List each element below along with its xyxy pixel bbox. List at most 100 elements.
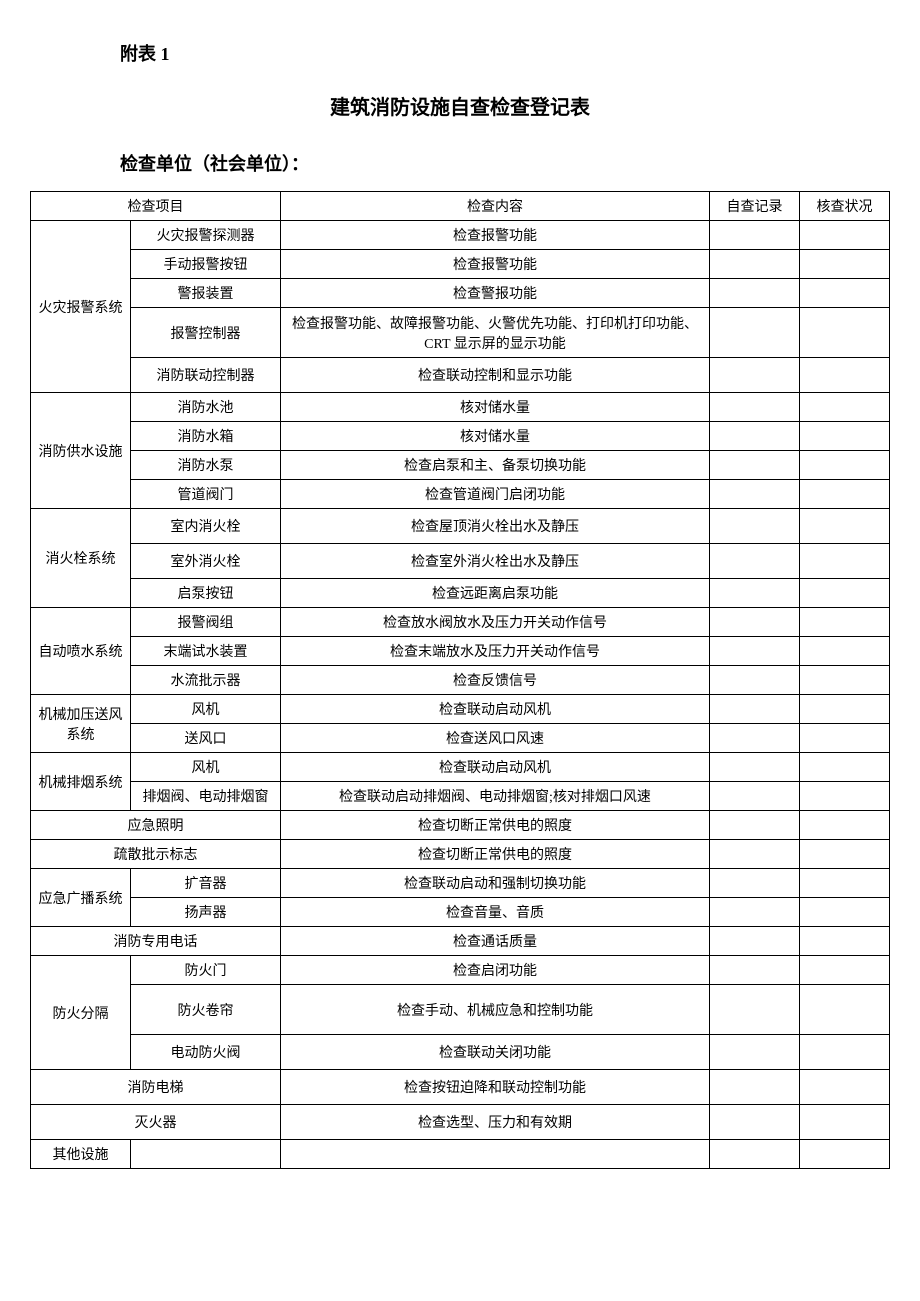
table-row: 室外消火栓检查室外消火栓出水及静压 <box>31 544 890 579</box>
status-cell <box>800 753 890 782</box>
content-cell <box>281 1140 710 1169</box>
record-cell <box>710 358 800 393</box>
status-cell <box>800 840 890 869</box>
table-row: 警报装置检查警报功能 <box>31 279 890 308</box>
table-row: 其他设施 <box>31 1140 890 1169</box>
item-cell: 消防水池 <box>131 393 281 422</box>
table-row: 扬声器检查音量、音质 <box>31 898 890 927</box>
record-cell <box>710 695 800 724</box>
status-cell <box>800 480 890 509</box>
record-cell <box>710 869 800 898</box>
table-row: 消防供水设施消防水池核对储水量 <box>31 393 890 422</box>
table-row: 机械加压送风系统风机检查联动启动风机 <box>31 695 890 724</box>
category-merged: 灭火器 <box>31 1105 281 1140</box>
status-cell <box>800 358 890 393</box>
table-row: 消防联动控制器检查联动控制和显示功能 <box>31 358 890 393</box>
category-cell: 消防供水设施 <box>31 393 131 509</box>
content-cell: 检查放水阀放水及压力开关动作信号 <box>281 608 710 637</box>
content-cell: 检查屋顶消火栓出水及静压 <box>281 509 710 544</box>
status-cell <box>800 221 890 250</box>
record-cell <box>710 608 800 637</box>
item-cell: 火灾报警探测器 <box>131 221 281 250</box>
table-row: 机械排烟系统风机检查联动启动风机 <box>31 753 890 782</box>
content-cell: 检查启泵和主、备泵切换功能 <box>281 451 710 480</box>
status-cell <box>800 869 890 898</box>
item-cell: 防火卷帘 <box>131 985 281 1035</box>
content-cell: 检查切断正常供电的照度 <box>281 811 710 840</box>
record-cell <box>710 956 800 985</box>
status-cell <box>800 1035 890 1070</box>
header-project: 检查项目 <box>31 192 281 221</box>
status-cell <box>800 1070 890 1105</box>
item-cell: 风机 <box>131 753 281 782</box>
record-cell <box>710 753 800 782</box>
content-cell: 检查切断正常供电的照度 <box>281 840 710 869</box>
table-row: 消防水泵检查启泵和主、备泵切换功能 <box>31 451 890 480</box>
status-cell <box>800 811 890 840</box>
content-cell: 检查通话质量 <box>281 927 710 956</box>
status-cell <box>800 637 890 666</box>
record-cell <box>710 221 800 250</box>
category-merged: 消防专用电话 <box>31 927 281 956</box>
item-cell: 消防联动控制器 <box>131 358 281 393</box>
status-cell <box>800 956 890 985</box>
record-cell <box>710 782 800 811</box>
table-row: 报警控制器检查报警功能、故障报警功能、火警优先功能、打印机打印功能、CRT 显示… <box>31 308 890 358</box>
item-cell: 室外消火栓 <box>131 544 281 579</box>
content-cell: 检查报警功能 <box>281 221 710 250</box>
table-row: 消防专用电话检查通话质量 <box>31 927 890 956</box>
record-cell <box>710 544 800 579</box>
item-cell: 启泵按钮 <box>131 579 281 608</box>
status-cell <box>800 279 890 308</box>
content-cell: 检查末端放水及压力开关动作信号 <box>281 637 710 666</box>
table-row: 灭火器检查选型、压力和有效期 <box>31 1105 890 1140</box>
table-row: 消火栓系统室内消火栓检查屋顶消火栓出水及静压 <box>31 509 890 544</box>
unit-label: 检查单位（社会单位）： <box>120 150 890 176</box>
table-row: 消防电梯检查按钮迫降和联动控制功能 <box>31 1070 890 1105</box>
status-cell <box>800 308 890 358</box>
content-cell: 检查反馈信号 <box>281 666 710 695</box>
content-cell: 核对储水量 <box>281 393 710 422</box>
content-cell: 检查报警功能 <box>281 250 710 279</box>
record-cell <box>710 840 800 869</box>
category-merged: 应急照明 <box>31 811 281 840</box>
record-cell <box>710 1140 800 1169</box>
table-row: 疏散批示标志检查切断正常供电的照度 <box>31 840 890 869</box>
status-cell <box>800 985 890 1035</box>
record-cell <box>710 666 800 695</box>
item-cell: 扩音器 <box>131 869 281 898</box>
record-cell <box>710 927 800 956</box>
record-cell <box>710 509 800 544</box>
header-record: 自查记录 <box>710 192 800 221</box>
content-cell: 检查室外消火栓出水及静压 <box>281 544 710 579</box>
record-cell <box>710 724 800 753</box>
status-cell <box>800 695 890 724</box>
status-cell <box>800 451 890 480</box>
status-cell <box>800 608 890 637</box>
content-cell: 检查音量、音质 <box>281 898 710 927</box>
table-row: 应急广播系统扩音器检查联动启动和强制切换功能 <box>31 869 890 898</box>
record-cell <box>710 1035 800 1070</box>
attachment-label: 附表 1 <box>120 40 890 66</box>
record-cell <box>710 579 800 608</box>
table-row: 消防水箱核对储水量 <box>31 422 890 451</box>
status-cell <box>800 509 890 544</box>
table-row: 自动喷水系统报警阀组检查放水阀放水及压力开关动作信号 <box>31 608 890 637</box>
record-cell <box>710 451 800 480</box>
status-cell <box>800 544 890 579</box>
category-cell: 防火分隔 <box>31 956 131 1070</box>
record-cell <box>710 1070 800 1105</box>
category-cell: 应急广播系统 <box>31 869 131 927</box>
inspection-table: 检查项目 检查内容 自查记录 核查状况 火灾报警系统火灾报警探测器检查报警功能手… <box>30 191 890 1169</box>
table-row: 应急照明检查切断正常供电的照度 <box>31 811 890 840</box>
status-cell <box>800 927 890 956</box>
status-cell <box>800 1105 890 1140</box>
content-cell: 检查选型、压力和有效期 <box>281 1105 710 1140</box>
item-cell: 报警控制器 <box>131 308 281 358</box>
table-row: 送风口检查送风口风速 <box>31 724 890 753</box>
item-cell: 消防水泵 <box>131 451 281 480</box>
table-row: 防火分隔防火门检查启闭功能 <box>31 956 890 985</box>
item-cell: 消防水箱 <box>131 422 281 451</box>
item-cell: 手动报警按钮 <box>131 250 281 279</box>
content-cell: 检查按钮迫降和联动控制功能 <box>281 1070 710 1105</box>
